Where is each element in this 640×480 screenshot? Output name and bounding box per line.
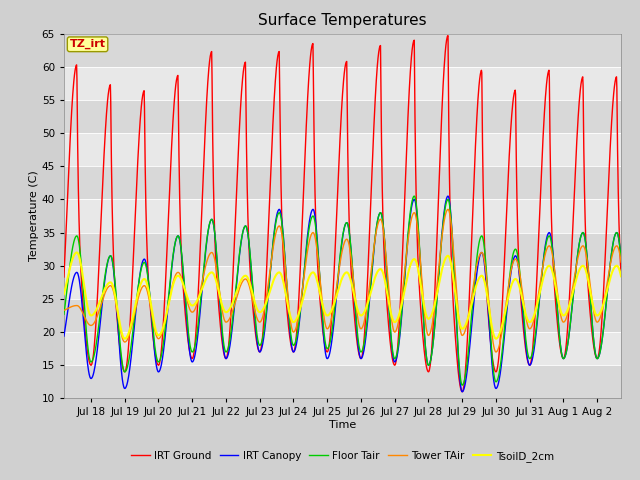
Floor Tair xyxy=(362,332,369,338)
IRT Canopy xyxy=(69,277,77,283)
TsoilD_2cm xyxy=(182,288,189,294)
Tower TAir xyxy=(69,303,77,309)
Bar xyxy=(64,133,621,166)
TsoilD_2cm xyxy=(73,250,81,255)
Line: Floor Tair: Floor Tair xyxy=(57,196,631,385)
Tower TAir xyxy=(362,313,369,319)
IRT Canopy xyxy=(362,338,369,344)
Tower TAir xyxy=(492,349,500,355)
IRT Ground xyxy=(502,237,509,242)
IRT Ground xyxy=(362,318,369,324)
IRT Canopy xyxy=(197,302,205,308)
X-axis label: Time: Time xyxy=(329,420,356,430)
Tower TAir xyxy=(502,305,509,311)
Bar xyxy=(64,365,621,398)
Bar xyxy=(64,67,621,100)
IRT Ground xyxy=(148,319,156,324)
Y-axis label: Temperature (C): Temperature (C) xyxy=(29,170,39,262)
Floor Tair xyxy=(180,284,188,289)
IRT Canopy xyxy=(53,356,61,361)
IRT Ground xyxy=(458,389,466,395)
IRT Ground xyxy=(627,356,635,361)
Tower TAir xyxy=(148,310,156,316)
Line: IRT Canopy: IRT Canopy xyxy=(57,196,631,392)
Floor Tair xyxy=(197,296,205,302)
Bar xyxy=(64,166,621,199)
IRT Ground xyxy=(197,233,205,239)
Bar xyxy=(64,100,621,133)
Floor Tair xyxy=(410,193,418,199)
Line: TsoilD_2cm: TsoilD_2cm xyxy=(57,252,631,339)
Bar xyxy=(64,199,621,233)
Tower TAir xyxy=(444,206,452,212)
Line: IRT Ground: IRT Ground xyxy=(57,36,631,392)
Floor Tair xyxy=(69,242,77,248)
IRT Ground xyxy=(69,87,77,93)
IRT Ground xyxy=(444,33,452,38)
TsoilD_2cm xyxy=(502,308,509,313)
TsoilD_2cm xyxy=(362,305,370,311)
TsoilD_2cm xyxy=(53,306,61,312)
Floor Tair xyxy=(627,356,635,361)
IRT Canopy xyxy=(458,389,466,395)
Bar xyxy=(64,34,621,67)
Bar xyxy=(64,332,621,365)
IRT Ground xyxy=(180,303,188,309)
TsoilD_2cm xyxy=(69,254,77,260)
Text: TZ_irt: TZ_irt xyxy=(70,39,106,49)
Tower TAir xyxy=(197,286,205,291)
Title: Surface Temperatures: Surface Temperatures xyxy=(258,13,427,28)
Floor Tair xyxy=(502,317,509,323)
IRT Canopy xyxy=(180,288,188,294)
Bar xyxy=(64,233,621,266)
IRT Canopy xyxy=(444,193,452,199)
Floor Tair xyxy=(53,339,61,345)
TsoilD_2cm xyxy=(121,336,129,342)
Floor Tair xyxy=(148,311,156,316)
Tower TAir xyxy=(627,319,635,325)
Legend: IRT Ground, IRT Canopy, Floor Tair, Tower TAir, TsoilD_2cm: IRT Ground, IRT Canopy, Floor Tair, Towe… xyxy=(127,447,558,466)
IRT Canopy xyxy=(502,323,509,329)
TsoilD_2cm xyxy=(148,310,156,315)
IRT Canopy xyxy=(148,314,156,320)
Tower TAir xyxy=(53,309,61,315)
TsoilD_2cm xyxy=(627,312,635,318)
Tower TAir xyxy=(180,287,188,293)
TsoilD_2cm xyxy=(198,288,205,293)
Line: Tower TAir: Tower TAir xyxy=(57,209,631,352)
Bar xyxy=(64,266,621,299)
IRT Canopy xyxy=(627,356,635,361)
Bar xyxy=(64,299,621,332)
Floor Tair xyxy=(458,382,466,388)
IRT Ground xyxy=(53,349,61,355)
